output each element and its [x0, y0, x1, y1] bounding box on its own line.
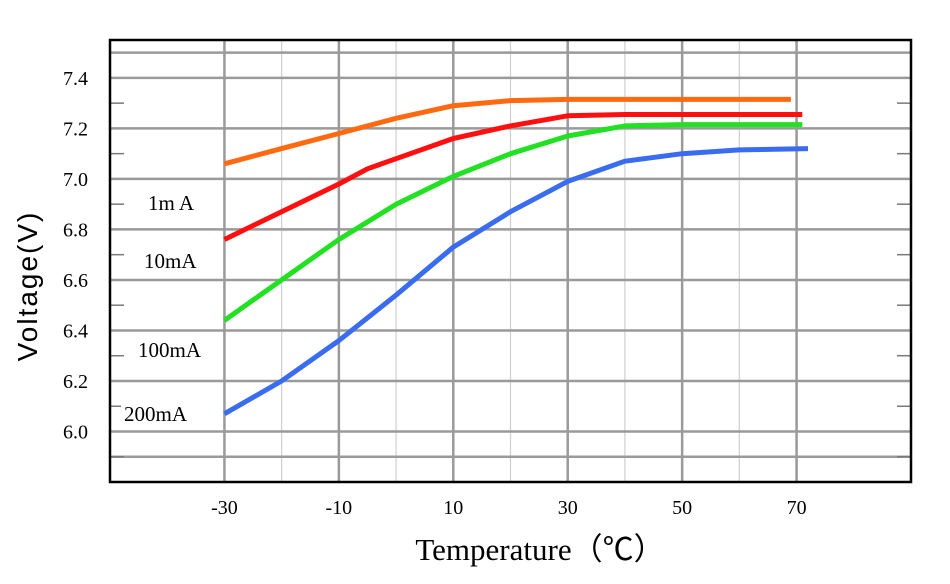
y-tick-labels: 6.0 6.2 6.4 6.6 6.8 7.0 7.2 7.4 [63, 68, 88, 444]
y-tick-label: 7.2 [63, 118, 88, 140]
y-tick-label: 7.4 [63, 68, 88, 90]
grid [110, 40, 911, 482]
series-label-text: 100mA [138, 338, 202, 362]
series-label-bg [141, 248, 201, 274]
series-line-3 [223, 146, 809, 416]
y-tick-label: 6.0 [63, 421, 88, 443]
series-label-1: 10mA [141, 248, 201, 274]
series-line-2 [222, 122, 803, 323]
series-line-1 [223, 112, 803, 242]
y-axis-label: Voltage(V) [12, 211, 43, 362]
plot-frame [108, 38, 913, 484]
series-label-text: 10mA [144, 249, 197, 273]
y-tick-label: 6.8 [63, 219, 88, 241]
series-lines [222, 96, 809, 416]
x-tick-labels: -30 -10 10 30 50 70 [211, 497, 806, 519]
plot-border [108, 38, 913, 484]
series-label-text: 1m A [148, 191, 195, 215]
y-tick-label: 6.4 [63, 320, 88, 342]
series-label-bg [145, 190, 198, 216]
series-label-bg [121, 401, 191, 427]
series-label-2: 100mA [135, 337, 205, 363]
y-tick-label: 6.2 [63, 371, 88, 393]
series-line-0 [223, 96, 791, 167]
series-labels: 1m A 10mA 100mA 200mA [121, 190, 205, 427]
x-tick-label: -10 [326, 497, 353, 519]
x-tick-label: 70 [787, 497, 807, 519]
x-tick-label: 50 [672, 497, 692, 519]
series-label-bg [135, 337, 205, 363]
series-label-text: 200mA [124, 402, 188, 426]
series-label-3: 200mA [121, 401, 191, 427]
x-tick-label: 30 [558, 497, 578, 519]
series-label-0: 1m A [145, 190, 198, 216]
y-tick-label: 7.0 [63, 169, 88, 191]
x-axis-label: Temperature（℃） [415, 532, 664, 567]
x-tick-label: -30 [211, 497, 238, 519]
y-tick-label: 6.6 [63, 270, 88, 292]
x-tick-label: 10 [443, 497, 463, 519]
